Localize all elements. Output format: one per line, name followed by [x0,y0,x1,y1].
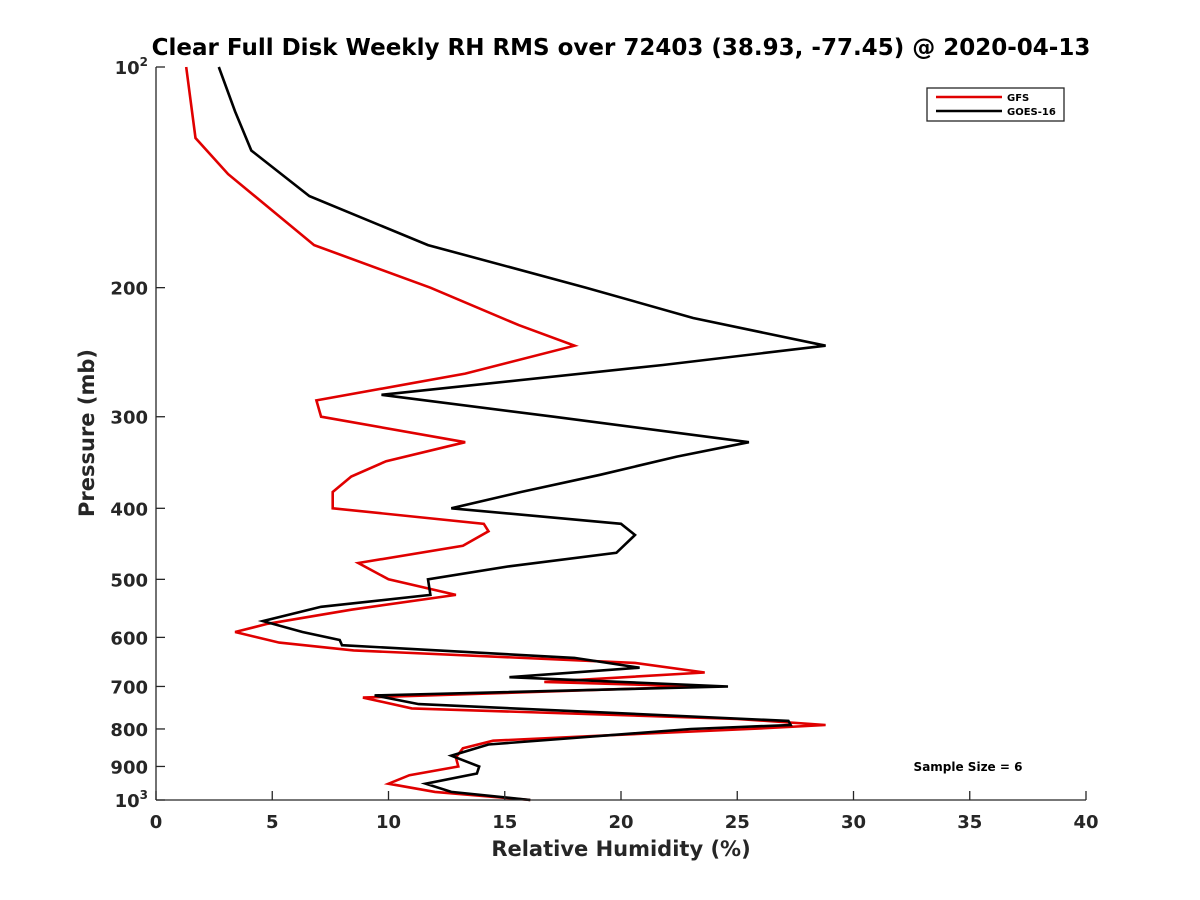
y-tick-label: 400 [110,499,148,520]
y-tick-label: 102 [115,55,148,79]
chart-title: Clear Full Disk Weekly RH RMS over 72403… [152,35,1091,61]
ticks-layer: 0 5 10 15 20 25 30 35 40 102 200 300 400 500 600 700 800… [110,55,1098,833]
x-tick-label: 5 [266,812,279,833]
series-line-gfs [184,66,826,802]
y-axis-label: Pressure (mb) [75,349,99,517]
y-tick-label: 800 [110,720,148,741]
x-tick-label: 0 [150,812,163,833]
x-tick-label: 30 [841,812,866,833]
legend: GFS GOES-16 [926,87,1065,122]
x-tick-label: 15 [492,812,517,833]
x-tick-label: 35 [957,812,982,833]
x-axis-label: Relative Humidity (%) [491,837,750,861]
x-tick-label: 20 [608,812,633,833]
y-tick-label: 700 [110,677,148,698]
y-tick-label: 200 [110,279,148,300]
x-tick-label: 40 [1073,812,1098,833]
y-tick-label: 900 [110,757,148,778]
y-tick-label: 600 [110,628,148,649]
legend-label: GOES-16 [1007,107,1056,118]
sample-size-annotation: Sample Size = 6 [914,760,1023,774]
series-line-goes-16 [217,66,826,802]
y-tick-label: 300 [110,408,148,429]
x-tick-label: 10 [376,812,401,833]
legend-label: GFS [1007,93,1029,104]
series-layer [184,66,826,802]
x-tick-label: 25 [725,812,750,833]
legend-box [926,87,1065,122]
y-tick-label: 103 [115,788,148,812]
y-tick-label: 500 [110,570,148,591]
